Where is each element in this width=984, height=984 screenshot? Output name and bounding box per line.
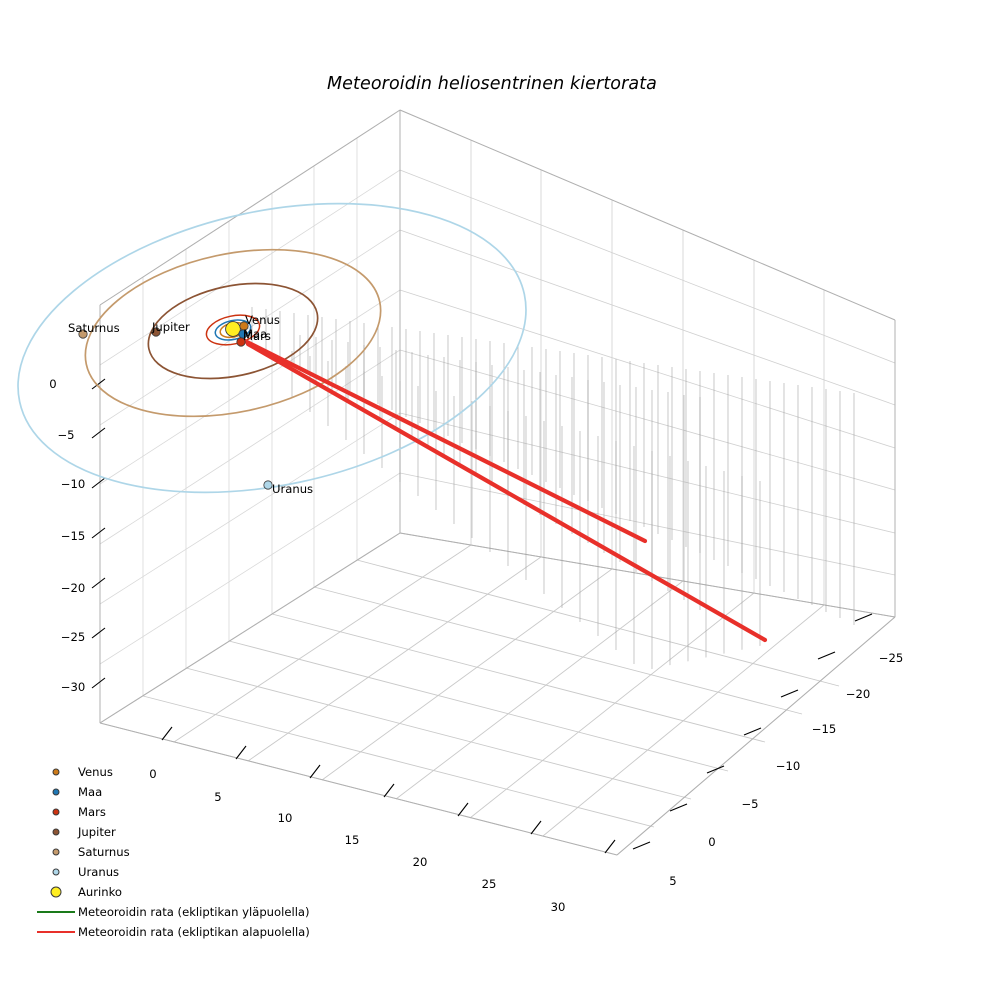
circle-marker-icon	[52, 868, 60, 876]
legend-item[interactable]: Mars	[34, 802, 354, 822]
legend-item[interactable]: Jupiter	[34, 822, 354, 842]
axis-x-tick-label: 5	[214, 790, 222, 804]
body-label-earth: Maa	[243, 327, 268, 341]
planet-marker-saturn	[78, 329, 88, 339]
planet-marker-jupiter	[151, 327, 161, 337]
axis-x-tick-label: 15	[344, 833, 360, 847]
axis-y-tick-label: −10	[775, 759, 801, 773]
circle-marker-icon	[52, 808, 60, 816]
legend-marker-icon	[34, 782, 78, 802]
body-label-venus: Venus	[245, 313, 280, 327]
pane-back-right	[400, 110, 895, 617]
legend-item-label: Maa	[78, 785, 103, 799]
legend-line-icon	[34, 922, 78, 942]
axis-y-tick-label: −25	[878, 651, 904, 665]
circle-marker-icon	[52, 828, 60, 836]
axis-x-tick-label: 10	[277, 811, 293, 825]
meteoroid-track-segment-1	[240, 337, 648, 544]
body-label-jupiter: Jupiter	[152, 320, 190, 334]
circle-marker-icon	[52, 768, 60, 776]
axis-x-tick-label: 0	[149, 767, 157, 781]
legend-item-label: Mars	[78, 805, 106, 819]
planet-marker-uranus	[263, 480, 273, 490]
axis-z-tick-label: −25	[60, 630, 86, 644]
legend-item-label: Uranus	[78, 865, 120, 879]
axis-ticks-x	[161, 726, 616, 854]
legend-item-label: Meteoroidin rata (ekliptikan alapuolella…	[78, 925, 310, 939]
axis-y-tick-label: 5	[669, 874, 677, 888]
legend-item[interactable]: Aurinko	[34, 882, 354, 902]
orbit-jupiter	[147, 282, 319, 380]
axis-x-tick-label: 20	[412, 855, 428, 869]
page-title: Meteoroidin heliosentrinen kiertorata	[326, 74, 657, 94]
axis-x-tick-label: 25	[481, 877, 497, 891]
legend-item-label: Jupiter	[78, 825, 116, 839]
axis-z-tick-label: −15	[60, 529, 86, 543]
axis-z-tick-label: −5	[57, 428, 75, 442]
planet-marker-mars	[236, 337, 246, 347]
orbit-saturn	[84, 248, 382, 418]
legend-item[interactable]: Maa	[34, 782, 354, 802]
body-label-mars: Mars	[243, 329, 271, 343]
legend-item-label: Aurinko	[78, 885, 123, 899]
axis-z-tick-label: −30	[60, 680, 86, 694]
legend-item-label: Meteoroidin rata (ekliptikan yläpuolella…	[78, 905, 310, 919]
body-label-uranus: Uranus	[272, 482, 314, 496]
meteoroid-track-segment-2	[245, 341, 768, 643]
line-swatch-icon	[37, 931, 75, 933]
legend-item-label: Saturnus	[78, 845, 130, 859]
legend-marker-icon	[34, 882, 78, 902]
legend-line-icon	[34, 902, 78, 922]
axis-ticks-z	[91, 378, 106, 689]
axis-z-tick-label: −20	[60, 581, 86, 595]
legend-marker-icon	[34, 842, 78, 862]
orbit-earth	[214, 319, 252, 341]
legend-item[interactable]: Meteoroidin rata (ekliptikan alapuolella…	[34, 922, 354, 942]
axis-y-tick-label: −15	[811, 722, 837, 736]
axis-x-tick-label: 30	[550, 900, 566, 914]
legend-item[interactable]: Saturnus	[34, 842, 354, 862]
orbit-mars	[205, 314, 261, 346]
legend-item[interactable]: Venus	[34, 762, 354, 782]
circle-marker-icon	[50, 886, 62, 898]
pane-floor	[100, 533, 895, 855]
axis-z-tick-label: 0	[49, 377, 57, 391]
legend-item-label: Venus	[78, 765, 113, 779]
line-swatch-icon	[37, 911, 75, 913]
orbit-uranus	[17, 202, 527, 494]
sun-marker	[225, 321, 241, 337]
legend-marker-icon	[34, 862, 78, 882]
pane-back-left	[100, 110, 400, 723]
legend-marker-icon	[34, 822, 78, 842]
axis-y-tick-label: −20	[845, 687, 871, 701]
axis-y-tick-label: −5	[741, 797, 759, 811]
legend-item[interactable]: Meteoroidin rata (ekliptikan yläpuolella…	[34, 902, 354, 922]
axis-z-tick-label: −10	[60, 477, 86, 491]
legend: Venus Maa Mars Jupiter Saturnus Uranus Aurinko…	[34, 762, 354, 942]
circle-marker-icon	[52, 848, 60, 856]
legend-marker-icon	[34, 762, 78, 782]
axis-y-tick-label: 0	[708, 835, 716, 849]
legend-item[interactable]: Uranus	[34, 862, 354, 882]
body-label-saturn: Saturnus	[68, 321, 120, 335]
circle-marker-icon	[52, 788, 60, 796]
meteoroid-track-below-ecliptic	[240, 337, 768, 643]
axis-ticks-y	[632, 613, 873, 850]
legend-marker-icon	[34, 802, 78, 822]
trajectory-drop-lines	[251, 307, 855, 716]
